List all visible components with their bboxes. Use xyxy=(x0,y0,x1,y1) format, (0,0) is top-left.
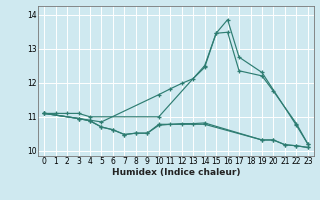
X-axis label: Humidex (Indice chaleur): Humidex (Indice chaleur) xyxy=(112,168,240,177)
